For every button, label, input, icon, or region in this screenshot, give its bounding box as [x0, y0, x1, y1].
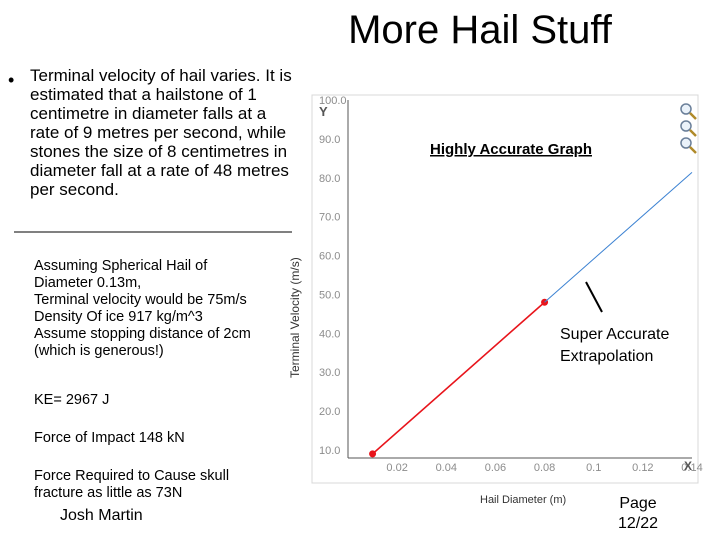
- assumption-line: Assume stopping distance of 2cm: [34, 326, 251, 342]
- zoom-out-icon[interactable]: [680, 120, 697, 137]
- assumption-line: Density Of ice 917 kg/m^3: [34, 309, 203, 325]
- zoom-reset-icon-lens: [680, 137, 692, 149]
- x-tick-label: 0.08: [534, 462, 555, 474]
- y-axis-letter: Y: [319, 104, 328, 119]
- x-tick-label: 0.04: [436, 462, 457, 474]
- y-tick-label: 50.0: [319, 289, 340, 301]
- page-number: Page 12/22: [612, 494, 664, 534]
- zoom-out-icon-lens: [680, 120, 692, 132]
- x-tick-label: 0.1: [586, 462, 601, 474]
- zoom-reset-icon[interactable]: [680, 137, 697, 154]
- y-tick-label: 100.0: [319, 95, 347, 107]
- zoom-in-icon-handle: [689, 112, 697, 120]
- assumption-line: Diameter 0.13m,: [34, 275, 142, 291]
- x-tick-label: 0.14: [681, 462, 702, 474]
- page-label: Page: [619, 495, 657, 512]
- skull-line: Force Required to Cause skull: [34, 468, 230, 484]
- data-point: [369, 450, 377, 458]
- graph-caption: Highly Accurate Graph: [430, 141, 592, 158]
- x-axis-letter: X: [684, 459, 692, 473]
- bullet-text: Terminal velocity of hail varies. It is …: [30, 66, 292, 199]
- y-tick-label: 70.0: [319, 212, 340, 224]
- skull-line: fracture as little as 73N: [34, 485, 183, 501]
- x-tick-label: 0.02: [386, 462, 407, 474]
- extrapolation-pointer: [585, 281, 603, 313]
- extrapolation-caption-line-1: Super Accurate: [560, 326, 670, 343]
- impact-force-text: Force of Impact 148 kN: [34, 430, 185, 446]
- y-tick-label: 30.0: [319, 367, 340, 379]
- assumption-line: (which is generous!): [34, 343, 164, 359]
- bullet-icon: •: [8, 70, 15, 90]
- y-tick-label: 40.0: [319, 328, 340, 340]
- author-name: Josh Martin: [60, 507, 143, 524]
- y-tick-label: 20.0: [319, 406, 340, 418]
- zoom-in-icon[interactable]: [680, 103, 697, 120]
- plot-frame: [311, 94, 699, 484]
- extrapolation-line: [544, 171, 693, 303]
- data-series-line: [372, 301, 546, 455]
- y-tick-label: 90.0: [319, 134, 340, 146]
- extrapolation-caption-line-2: Extrapolation: [560, 348, 653, 365]
- zoom-reset-icon-handle: [689, 146, 697, 154]
- zoom-out-icon-handle: [689, 129, 697, 137]
- page-title: More Hail Stuff: [348, 8, 612, 52]
- zoom-in-icon-lens: [680, 103, 692, 115]
- y-tick-label: 80.0: [319, 173, 340, 185]
- y-tick-label: 10.0: [319, 445, 340, 457]
- assumption-line: Assuming Spherical Hail of: [34, 258, 208, 274]
- x-tick-label: 0.12: [632, 462, 653, 474]
- page-count: 12/22: [617, 515, 659, 532]
- skull-fracture-text: Force Required to Cause skull fracture a…: [34, 468, 274, 502]
- x-tick-label: 0.06: [485, 462, 506, 474]
- x-axis-label: Hail Diameter (m): [480, 494, 566, 506]
- kinetic-energy-text: KE= 2967 J: [34, 392, 110, 408]
- y-axis-label: Terminal Velocity (m/s): [288, 257, 302, 378]
- assumption-line: Terminal velocity would be 75m/s: [34, 292, 247, 308]
- assumptions-text: Assuming Spherical Hail of Diameter 0.13…: [34, 258, 284, 360]
- y-tick-label: 60.0: [319, 251, 340, 263]
